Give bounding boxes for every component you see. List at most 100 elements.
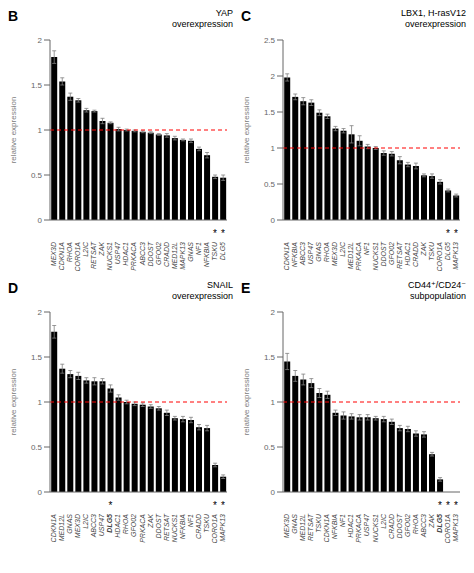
svg-text:0.5: 0.5: [264, 180, 276, 189]
svg-text:PRKACA: PRKACA: [355, 514, 362, 543]
svg-text:0.5: 0.5: [31, 171, 43, 180]
svg-text:DDOST: DDOST: [396, 513, 403, 538]
svg-text:CRADD: CRADD: [163, 242, 170, 267]
svg-text:MEX3D: MEX3D: [331, 242, 338, 266]
svg-text:HDAC1: HDAC1: [122, 242, 129, 266]
svg-text:CDKN1A: CDKN1A: [283, 242, 290, 271]
svg-text:NF1: NF1: [339, 514, 346, 527]
svg-text:HDAC1: HDAC1: [347, 514, 354, 538]
svg-text:CORO1A: CORO1A: [436, 242, 443, 272]
svg-text:2: 2: [271, 72, 276, 81]
svg-text:*: *: [446, 228, 450, 239]
svg-text:L2IC: L2IC: [82, 513, 89, 529]
svg-text:DLG5: DLG5: [106, 514, 113, 533]
svg-text:DLG5: DLG5: [219, 242, 226, 260]
svg-text:HDAC1: HDAC1: [404, 242, 411, 266]
svg-text:ABCC3: ABCC3: [90, 514, 97, 538]
svg-text:DDOST: DDOST: [155, 513, 162, 538]
svg-text:GNAS: GNAS: [66, 514, 73, 534]
svg-text:GNAS: GNAS: [315, 242, 322, 262]
svg-text:TSKU: TSKU: [211, 241, 218, 261]
svg-text:RETSAT: RETSAT: [90, 241, 97, 269]
svg-text:0: 0: [38, 488, 43, 497]
svg-text:TSKU: TSKU: [315, 513, 322, 533]
svg-text:CORO1A: CORO1A: [211, 514, 218, 544]
svg-text:1: 1: [38, 398, 43, 407]
svg-text:MED12L: MED12L: [347, 242, 354, 269]
svg-text:*: *: [446, 500, 450, 511]
svg-text:*: *: [221, 228, 225, 239]
svg-text:L2IC: L2IC: [339, 241, 346, 257]
svg-text:USP47: USP47: [114, 241, 121, 264]
svg-text:2: 2: [38, 36, 43, 45]
svg-text:USP47: USP47: [98, 513, 105, 536]
svg-text:1.5: 1.5: [31, 353, 43, 362]
svg-text:RETSAT: RETSAT: [163, 513, 170, 541]
svg-text:GNAS: GNAS: [187, 242, 194, 262]
svg-text:2: 2: [271, 308, 276, 317]
svg-text:NF1: NF1: [363, 242, 370, 255]
svg-text:*: *: [221, 500, 225, 511]
svg-text:PRKACA: PRKACA: [130, 242, 137, 271]
svg-text:RHOA: RHOA: [412, 514, 419, 535]
svg-text:1: 1: [271, 398, 276, 407]
svg-text:USP47: USP47: [307, 241, 314, 264]
svg-text:MED12L: MED12L: [171, 242, 178, 269]
svg-text:GFO02: GFO02: [404, 514, 411, 537]
svg-text:RHOA: RHOA: [66, 242, 73, 263]
svg-text:*: *: [213, 228, 217, 239]
svg-text:0.5: 0.5: [31, 443, 43, 452]
svg-text:DLG5: DLG5: [444, 242, 451, 260]
svg-text:*: *: [454, 500, 458, 511]
svg-text:1: 1: [271, 144, 276, 153]
svg-text:CRADD: CRADD: [195, 514, 202, 539]
svg-text:PRKACA: PRKACA: [355, 242, 362, 271]
svg-text:HDAC1: HDAC1: [114, 514, 121, 538]
svg-text:*: *: [108, 500, 112, 511]
svg-text:RHOA: RHOA: [323, 242, 330, 263]
svg-text:TSKU: TSKU: [203, 513, 210, 533]
svg-text:2: 2: [38, 308, 43, 317]
svg-text:*: *: [213, 500, 217, 511]
svg-text:DDOST: DDOST: [147, 241, 154, 266]
svg-text:0: 0: [271, 488, 276, 497]
svg-text:GNAS: GNAS: [291, 514, 298, 534]
svg-text:GFO02: GFO02: [130, 514, 137, 537]
svg-text:0: 0: [271, 216, 276, 225]
svg-text:1.5: 1.5: [31, 81, 43, 90]
svg-text:*: *: [454, 228, 458, 239]
svg-text:relative expression: relative expression: [242, 97, 251, 164]
svg-text:MAPK13: MAPK13: [452, 242, 459, 270]
svg-text:CDKN1A: CDKN1A: [323, 514, 330, 543]
svg-text:relative expression: relative expression: [9, 369, 18, 436]
svg-text:ABCC3: ABCC3: [420, 514, 427, 538]
svg-text:NUCKS1: NUCKS1: [372, 242, 379, 271]
svg-text:ZAK: ZAK: [147, 514, 154, 529]
svg-text:2.5: 2.5: [264, 36, 276, 45]
svg-text:NFKBIA: NFKBIA: [291, 242, 298, 268]
svg-text:RETSAT: RETSAT: [396, 241, 403, 269]
svg-text:MEX3D: MEX3D: [283, 514, 290, 538]
svg-text:MAPK13: MAPK13: [452, 514, 459, 542]
svg-text:MAPK13: MAPK13: [219, 514, 226, 542]
svg-text:NF1: NF1: [187, 514, 194, 527]
svg-text:DLG5: DLG5: [436, 514, 443, 533]
svg-text:CDKN1A: CDKN1A: [58, 242, 65, 271]
svg-text:TSKU: TSKU: [428, 241, 435, 261]
svg-text:relative expression: relative expression: [242, 369, 251, 436]
svg-text:GFO02: GFO02: [388, 242, 395, 265]
svg-text:GFO02: GFO02: [155, 242, 162, 265]
svg-text:MAPK13: MAPK13: [179, 242, 186, 270]
svg-text:RHOA: RHOA: [122, 514, 129, 535]
svg-text:L2IC: L2IC: [82, 241, 89, 257]
svg-text:ZAK: ZAK: [98, 242, 105, 257]
svg-text:CDKN1A: CDKN1A: [50, 514, 57, 543]
svg-text:CORO1A: CORO1A: [444, 514, 451, 544]
svg-text:ABCC3: ABCC3: [299, 242, 306, 266]
svg-text:NFKBIA: NFKBIA: [331, 514, 338, 540]
svg-text:1: 1: [38, 126, 43, 135]
svg-text:USP47: USP47: [363, 513, 370, 536]
svg-text:1.5: 1.5: [264, 353, 276, 362]
svg-text:NF1: NF1: [195, 242, 202, 255]
svg-text:CRADD: CRADD: [388, 514, 395, 539]
